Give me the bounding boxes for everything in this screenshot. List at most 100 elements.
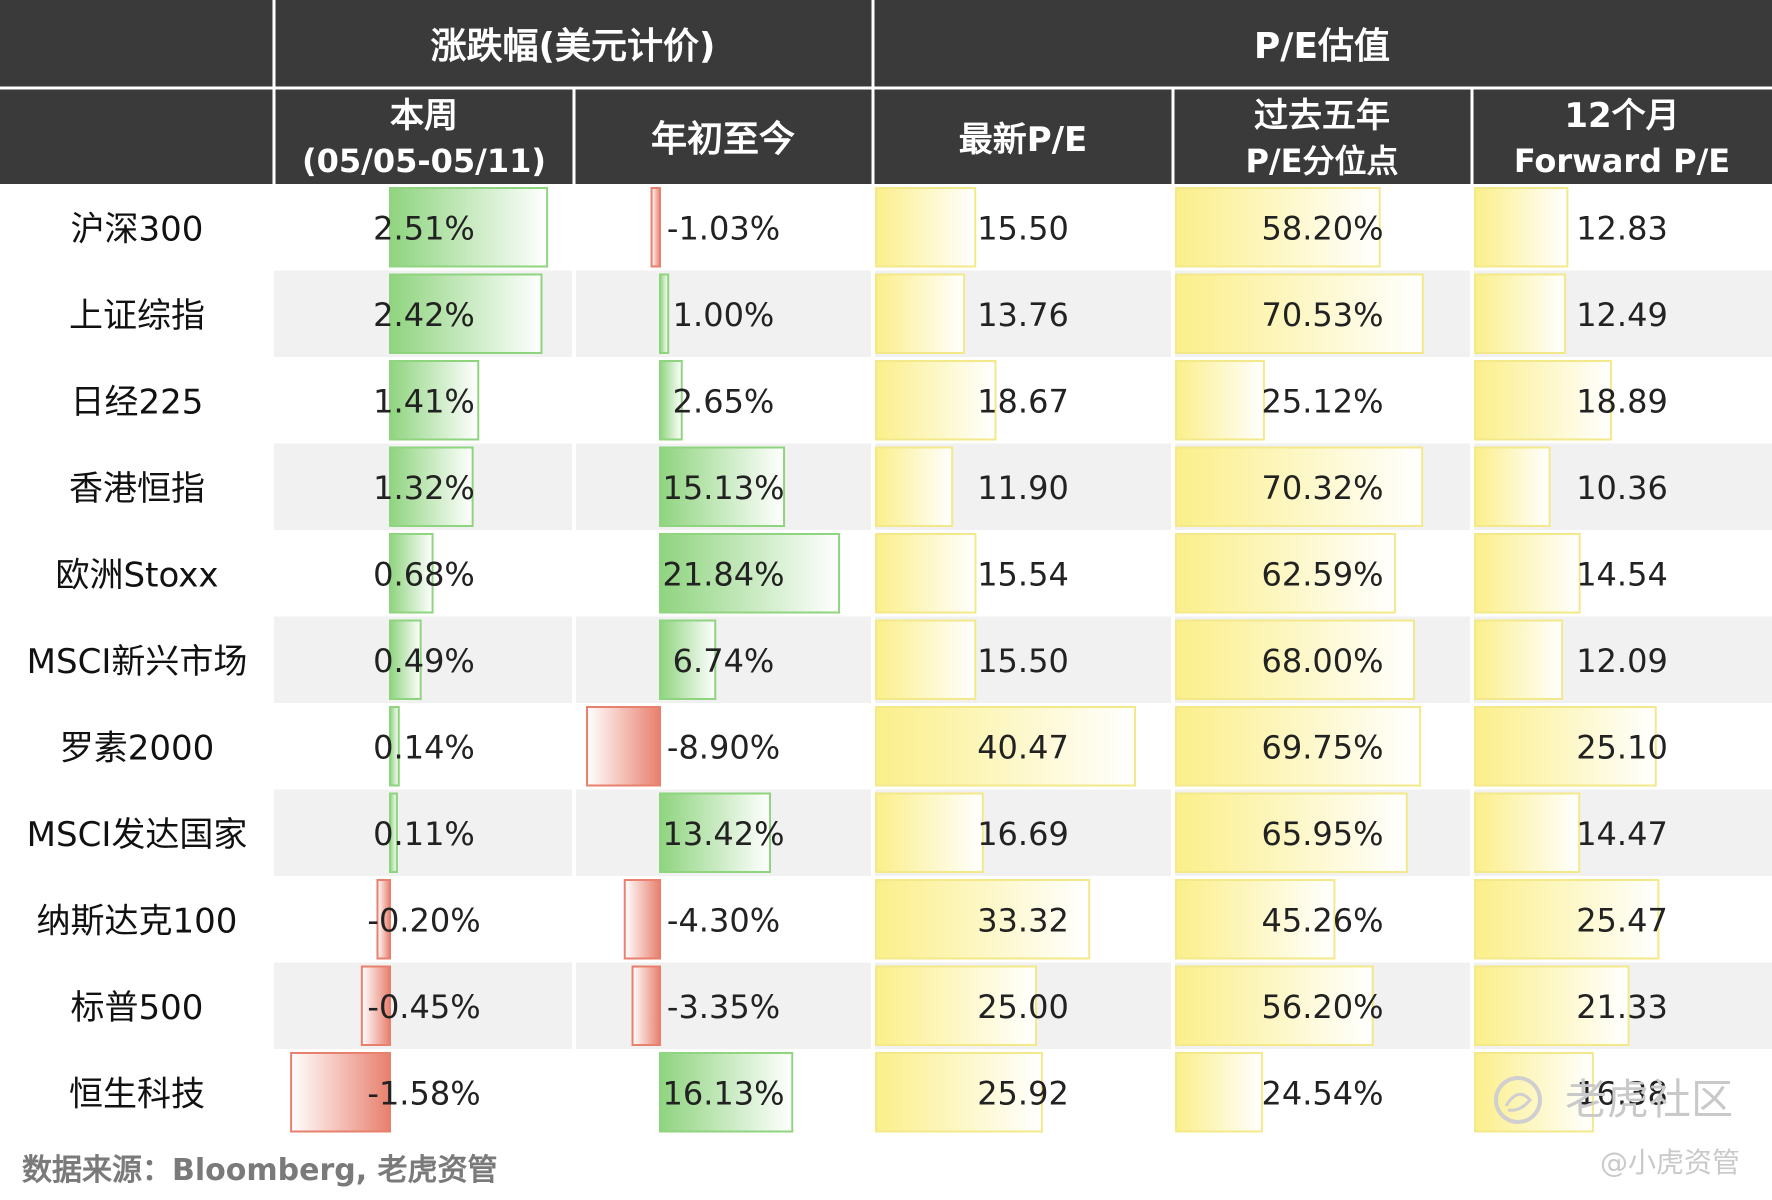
column-gap <box>1171 962 1175 1049</box>
header-background <box>0 0 1772 184</box>
bar-latest-pe <box>875 360 997 441</box>
bar-week <box>360 965 391 1046</box>
bar-latest-pe <box>875 187 977 268</box>
value-ytd: 6.74% <box>673 642 775 680</box>
row-label: 标普500 <box>71 988 204 1028</box>
column-gap <box>871 616 875 703</box>
table-row: 日经225 1.41% 2.65% 18.67 25.12% 18.89 <box>71 357 1668 444</box>
value-week: 2.51% <box>373 209 475 247</box>
row-label: 上证综指 <box>69 296 205 336</box>
column-gap <box>1171 703 1175 790</box>
row-label: MSCI新兴市场 <box>27 642 248 682</box>
table-row: 欧洲Stoxx 0.68% 21.84% 15.54 62.59% 14.54 <box>56 530 1668 617</box>
table-row: 香港恒指 1.32% 15.13% 11.90 70.32% 10.36 <box>69 443 1772 530</box>
bar-forward-pe <box>1474 965 1630 1046</box>
column-gap <box>1470 616 1474 703</box>
value-week: 0.49% <box>373 642 475 680</box>
bar-week <box>290 1052 392 1133</box>
column-gap <box>572 184 576 271</box>
col-week-line2: (05/05-05/11) <box>302 142 546 180</box>
value-five-year-percentile: 56.20% <box>1261 988 1383 1026</box>
column-gap <box>871 789 875 876</box>
value-forward-pe: 12.83 <box>1576 209 1668 247</box>
value-ytd: -3.35% <box>667 988 780 1026</box>
source-note: 数据来源：Bloomberg, 老虎资管 <box>22 1153 498 1188</box>
column-gap <box>1171 789 1175 876</box>
bar-week <box>376 879 392 960</box>
bar-forward-pe <box>1474 706 1657 787</box>
col-week-line1: 本周 <box>390 96 458 136</box>
value-latest-pe: 25.92 <box>977 1074 1069 1112</box>
bar-week <box>389 273 543 354</box>
bar-latest-pe <box>875 792 984 873</box>
column-gap <box>1470 270 1474 357</box>
row-label: 欧洲Stoxx <box>56 555 219 595</box>
value-five-year-percentile: 25.12% <box>1261 382 1383 420</box>
bar-latest-pe <box>875 706 1137 787</box>
value-week: 1.41% <box>373 382 475 420</box>
table-row: 纳斯达克100 -0.20% -4.30% 33.32 45.26% 25.47 <box>37 876 1668 963</box>
table-body: 沪深300 2.51% -1.03% 15.50 58.20% 12.83 上证综指 2.42… <box>27 184 1772 1136</box>
bar-five-year-percentile <box>1175 1052 1263 1133</box>
column-gap <box>871 962 875 1049</box>
column-gap <box>1470 184 1474 271</box>
column-gap <box>871 443 875 530</box>
value-ytd: -4.30% <box>667 901 780 939</box>
column-gap <box>871 530 875 617</box>
bar-five-year-percentile <box>1175 965 1374 1046</box>
column-gap <box>572 789 576 876</box>
column-gap <box>1470 530 1474 617</box>
value-forward-pe: 12.49 <box>1576 296 1668 334</box>
value-forward-pe: 14.47 <box>1576 815 1668 853</box>
bar-forward-pe <box>1474 879 1660 960</box>
bar-ytd <box>659 619 717 700</box>
bar-latest-pe <box>875 619 977 700</box>
bar-five-year-percentile <box>1175 273 1424 354</box>
bar-week <box>389 360 480 441</box>
value-five-year-percentile: 65.95% <box>1261 815 1383 853</box>
column-gap <box>1171 184 1175 271</box>
bar-five-year-percentile <box>1175 360 1265 441</box>
value-five-year-percentile: 70.53% <box>1261 296 1383 334</box>
value-latest-pe: 11.90 <box>977 469 1069 507</box>
bar-five-year-percentile <box>1175 187 1381 268</box>
col-ytd: 年初至今 <box>651 119 795 160</box>
value-five-year-percentile: 69.75% <box>1261 728 1383 766</box>
bar-latest-pe <box>875 1052 1043 1133</box>
column-gap <box>1470 443 1474 530</box>
column-gap <box>1470 962 1474 1049</box>
column-gap <box>1470 357 1474 444</box>
column-gap <box>1470 703 1474 790</box>
row-label: 香港恒指 <box>69 469 205 509</box>
column-gap <box>572 616 576 703</box>
value-five-year-percentile: 62.59% <box>1261 555 1383 593</box>
column-gap <box>1470 789 1474 876</box>
value-latest-pe: 15.50 <box>977 642 1069 680</box>
column-gap <box>1171 876 1175 963</box>
row-label: 沪深300 <box>71 209 204 249</box>
bar-ytd <box>659 446 786 527</box>
value-forward-pe: 12.09 <box>1576 642 1668 680</box>
value-week: 2.42% <box>373 296 475 334</box>
column-gap <box>871 357 875 444</box>
column-gap <box>871 270 875 357</box>
column-gap <box>1171 1049 1175 1136</box>
column-gap <box>572 270 576 357</box>
bar-forward-pe <box>1474 533 1581 614</box>
value-ytd: 2.65% <box>673 382 775 420</box>
column-gap <box>1470 1049 1474 1136</box>
bar-ytd <box>659 1052 794 1133</box>
row-label: MSCI发达国家 <box>27 815 248 855</box>
column-gap <box>871 1049 875 1136</box>
header-group-pe: P/E估值 <box>1254 26 1390 67</box>
value-five-year-percentile: 58.20% <box>1261 209 1383 247</box>
bar-week <box>389 187 549 268</box>
value-week: -1.58% <box>367 1074 480 1112</box>
bar-forward-pe <box>1474 360 1613 441</box>
column-gap <box>1171 357 1175 444</box>
value-ytd: 16.13% <box>662 1074 784 1112</box>
bar-latest-pe <box>875 533 977 614</box>
bar-week <box>389 533 434 614</box>
bar-latest-pe <box>875 446 954 527</box>
value-forward-pe: 10.36 <box>1576 469 1668 507</box>
